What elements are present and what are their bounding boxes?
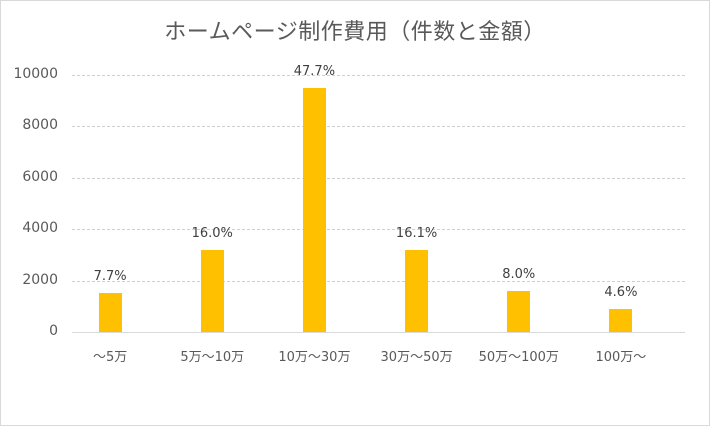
bar [609,308,633,332]
data-label: 16.1% [395,225,438,241]
y-tick-label: 8000 [22,117,58,134]
gridline [72,280,685,282]
gridline [72,126,685,128]
bar [302,88,326,332]
y-tick-label: 0 [49,323,58,339]
data-label: 8.0% [502,267,536,283]
gridline [72,177,685,179]
bar [200,250,224,332]
y-tick-label: 6000 [22,168,58,185]
data-label: 4.6% [604,284,638,300]
gridline [72,75,685,76]
x-tick-label: 30万～50万 [380,350,453,365]
data-label: 47.7% [293,64,336,80]
y-tick-label: 4000 [22,220,58,237]
x-tick-label: ～5万 [92,350,128,365]
bar [98,292,122,332]
x-tick-label: 5万～10万 [180,350,245,365]
x-axis-line [72,332,685,333]
y-tick-label: 10000 [13,66,58,82]
chart-title: ホームページ制作費用（件数と金額） [164,20,546,45]
x-tick-label: 100万～ [595,350,647,365]
bar [507,291,531,332]
x-tick-label: 10万～30万 [278,350,351,365]
bar [405,249,429,332]
data-label: 16.0% [191,226,233,242]
x-tick-label: 50万～100万 [478,350,559,365]
y-tick-label: 2000 [22,271,58,288]
gridline [72,229,685,231]
data-label: 7.7% [93,268,127,284]
